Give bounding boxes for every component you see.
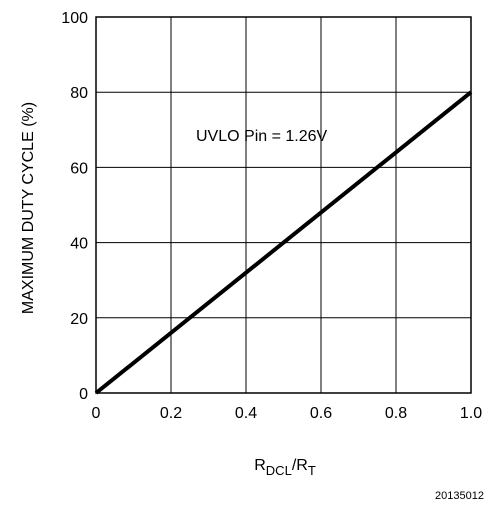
y-tick-label: 0 [79,386,88,403]
y-tick-label: 80 [70,85,88,102]
y-tick-labels: 0 20 40 60 80 100 [61,10,88,403]
x-axis-label-main: R [254,457,266,474]
x-tick-label: 0.2 [160,405,182,422]
x-tick-label: 0.6 [310,405,332,422]
y-tick-label: 20 [70,311,88,328]
x-tick-label: 0.4 [235,405,257,422]
x-tick-label: 1.0 [460,405,482,422]
x-tick-label: 0 [92,405,101,422]
figure-id: 20135012 [435,490,484,502]
plot-frame [95,16,472,394]
x-axis-label-mid: /R [292,457,308,474]
y-tick-label: 40 [70,236,88,253]
series-layer [94,90,473,395]
y-axis-label: MAXIMUM DUTY CYCLE (%) [20,102,37,314]
series-line-0 [94,90,473,395]
x-axis-label-sub1: DCL [266,463,292,478]
x-axis-label-sub2: T [308,463,316,478]
grid [95,16,472,394]
y-tick-label: 100 [61,10,88,27]
x-tick-labels: 0 0.2 0.4 0.6 0.8 1.0 [92,405,483,422]
y-tick-label: 60 [70,160,88,177]
x-axis-label: RDCL/RT [254,457,316,478]
x-tick-label: 0.8 [385,405,407,422]
uvlo-annotation: UVLO Pin = 1.26V [196,128,328,145]
